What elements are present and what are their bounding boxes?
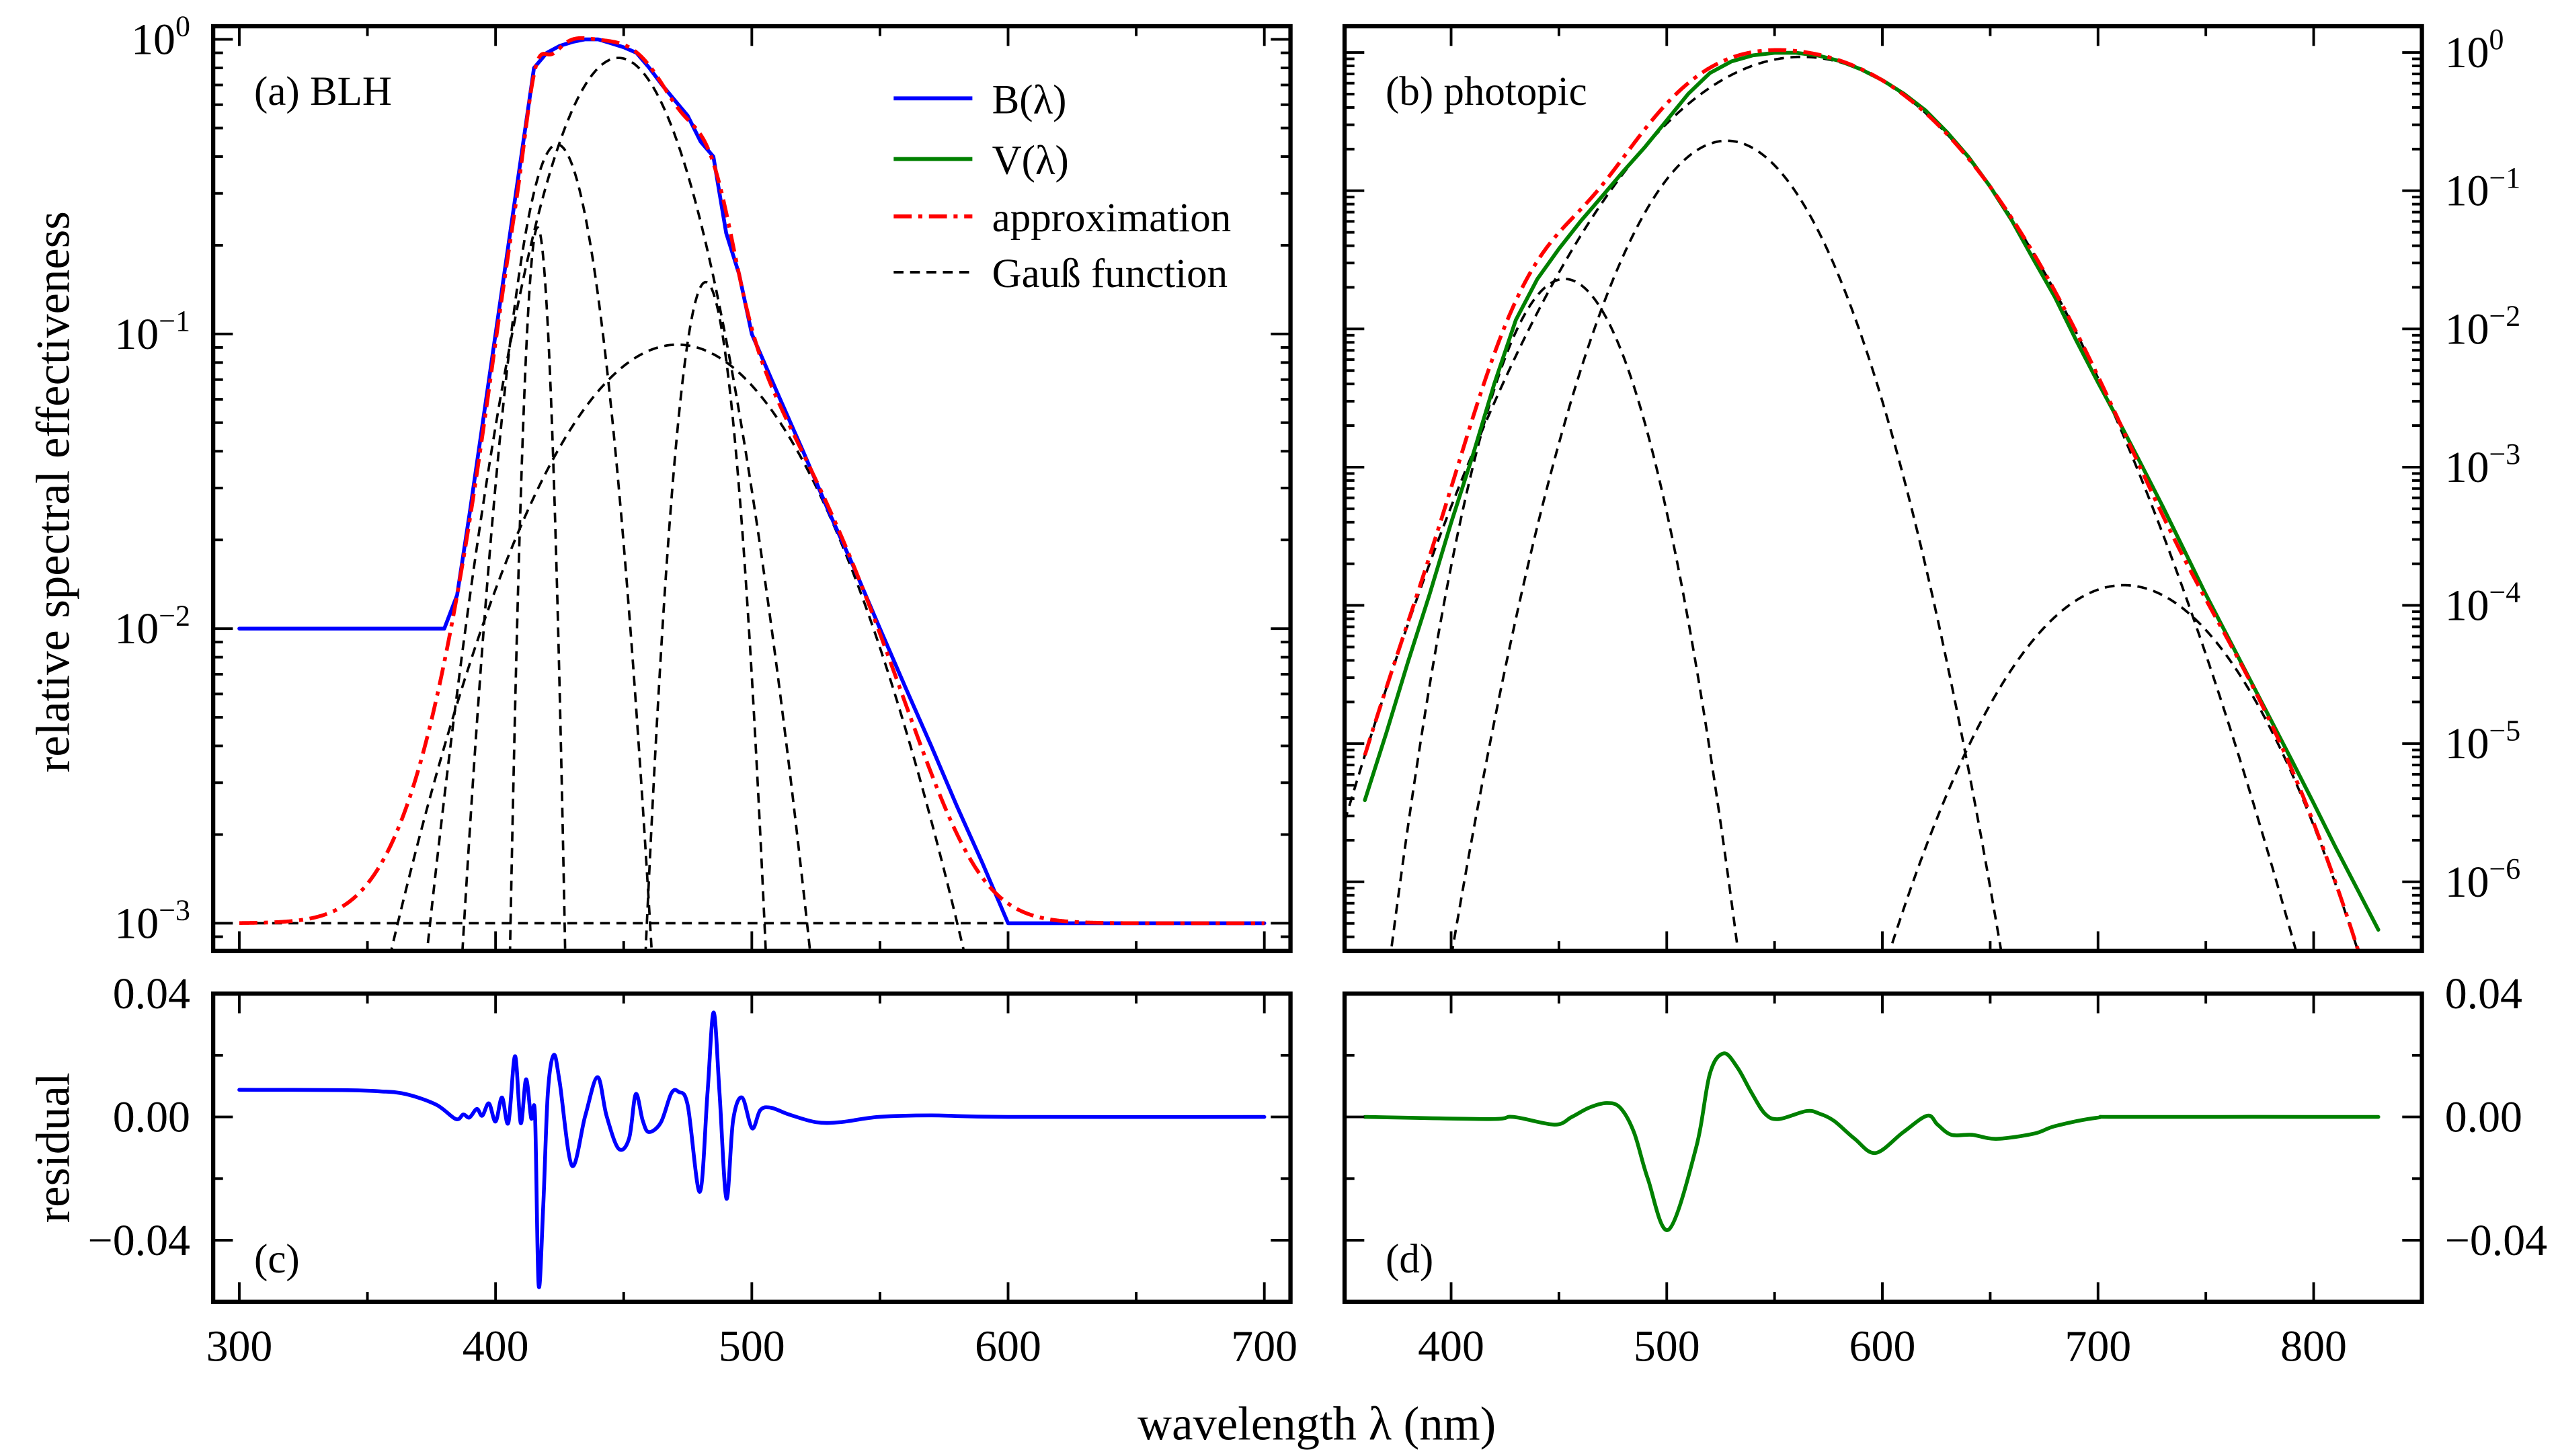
y-tick-label-exponent: −2 — [2489, 300, 2521, 332]
y-tick-label: 100 — [131, 11, 190, 65]
axes-frame-b — [1342, 24, 2424, 953]
y-tick-label: 10−1 — [114, 305, 190, 359]
legend-label-v: V(λ) — [992, 138, 1069, 184]
legend-label-approximation: approximation — [992, 196, 1232, 241]
y-tick-label: 10−5 — [2445, 715, 2521, 768]
y-tick-label-exponent: −2 — [159, 600, 190, 632]
gauss-curve-a-4 — [644, 280, 767, 951]
x-tick-label: 700 — [1231, 1322, 1297, 1371]
legend-label-gauss: Gauß function — [992, 251, 1228, 296]
y-tick-label-exponent: −6 — [2489, 853, 2521, 885]
x-tick-label: 800 — [2280, 1322, 2347, 1371]
panel-c-residual-blh: 300 400 500 600 700 0.04 0.00 −0.04 — [88, 969, 1298, 1371]
x-tick-label: 600 — [975, 1322, 1041, 1371]
y-tick-label-exponent: −1 — [159, 305, 190, 337]
plot-area-b — [1345, 48, 2381, 951]
legend: B(λ) V(λ) approximation Gauß function — [893, 77, 1231, 296]
gauss-curve-b-2 — [1451, 139, 2003, 951]
y-tick-label-exponent: −3 — [159, 895, 190, 927]
x-tick-label: 700 — [2065, 1322, 2131, 1371]
y-tick-label-base: 10 — [114, 604, 159, 653]
y-tick-label-exponent: −4 — [2489, 577, 2521, 609]
y-tick-label-base: 10 — [2445, 167, 2489, 216]
y-axis-label-residual: residual — [27, 1072, 79, 1223]
series-line-b-1 — [1363, 50, 2381, 932]
panel-label-b: (b) photopic — [1386, 69, 1587, 114]
gauss-curve-b-1 — [1390, 278, 1740, 951]
y-tick-label: 100 — [2445, 24, 2504, 77]
y-axis-label-top: relative spectral effectiveness — [27, 211, 79, 772]
y-tick-label: 0.00 — [113, 1093, 190, 1142]
y-tick-label-base: 10 — [2445, 581, 2489, 631]
series-line-d-1 — [1363, 1051, 2381, 1232]
y-tick-label: −0.04 — [2445, 1216, 2547, 1265]
gauss-curve-b-3 — [1345, 55, 2298, 951]
y-tick-label-base: 10 — [2445, 28, 2489, 77]
x-tick-label: 500 — [719, 1322, 785, 1371]
y-tick-label-exponent: −1 — [2489, 162, 2521, 194]
plot-area-a — [237, 36, 1267, 951]
y-tick-label-base: 10 — [2445, 719, 2489, 768]
x-axis-label: wavelength λ (nm) — [1137, 1398, 1496, 1451]
legend-entry-b: B(λ) — [893, 77, 1066, 122]
y-tick-label-base: 10 — [114, 899, 159, 948]
y-tick-label: 0.04 — [2445, 969, 2522, 1018]
axes-frame-c — [210, 991, 1293, 1304]
x-tick-label: 600 — [1849, 1322, 1916, 1371]
gauss-curve-a-5 — [389, 343, 965, 951]
y-tick-label: 10−3 — [2445, 438, 2521, 492]
legend-entry-gauss: Gauß function — [893, 251, 1228, 296]
series-line-a-1 — [237, 37, 1267, 926]
plot-area-d — [1363, 1051, 2381, 1232]
y-tick-label-base: 10 — [131, 15, 175, 65]
y-tick-label-base: 10 — [2445, 858, 2489, 907]
y-tick-label-exponent: −5 — [2489, 715, 2521, 747]
series-line-c-1 — [237, 1010, 1267, 1289]
x-tick-label: 300 — [206, 1322, 273, 1371]
y-tick-label-exponent: −3 — [2489, 438, 2521, 471]
y-tick-label: 0.00 — [2445, 1093, 2522, 1142]
legend-entry-v: V(λ) — [893, 138, 1069, 184]
plot-area-c — [237, 1010, 1267, 1289]
x-tick-label: 500 — [1634, 1322, 1700, 1371]
x-tick-label: 400 — [1418, 1322, 1484, 1371]
y-tick-label: −0.04 — [88, 1216, 190, 1265]
y-tick-label-base: 10 — [2445, 305, 2489, 354]
y-tick-label: 10−1 — [2445, 162, 2521, 216]
y-tick-label-base: 10 — [114, 310, 159, 359]
y-tick-label: 10−2 — [2445, 300, 2521, 354]
approximation-line-b — [1363, 48, 2360, 951]
y-tick-label-exponent: 0 — [175, 11, 190, 43]
panel-d-residual-photopic: 400 500 600 700 800 0.04 0.00 −0.04 — [1342, 969, 2547, 1371]
y-tick-label: 0.04 — [113, 969, 190, 1018]
y-tick-label: 10−4 — [2445, 577, 2521, 631]
y-tick-label-exponent: 0 — [2489, 24, 2504, 56]
y-tick-label: 10−2 — [114, 600, 190, 653]
y-tick-label: 10−6 — [2445, 853, 2521, 907]
y-tick-label-base: 10 — [2445, 443, 2489, 492]
legend-entry-approximation: approximation — [893, 196, 1231, 241]
gauss-curve-b-4 — [1888, 583, 2360, 951]
approximation-line-a — [239, 36, 1265, 926]
y-tick-label: 10−3 — [114, 895, 190, 948]
x-tick-label: 400 — [463, 1322, 529, 1371]
panel-label-c: (c) — [254, 1237, 300, 1282]
gauss-curve-a-3 — [426, 56, 811, 951]
legend-label-b: B(λ) — [992, 77, 1067, 122]
panel-label-d: (d) — [1386, 1237, 1433, 1282]
panel-label-a: (a) BLH — [254, 69, 392, 114]
